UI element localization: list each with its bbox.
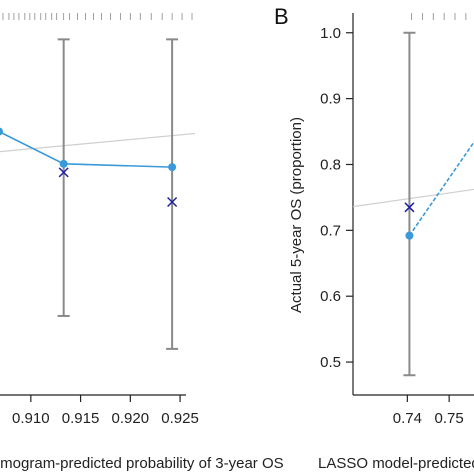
panel-b-y-tick-label: 1.0 (320, 25, 341, 42)
panel-a-reference-line (0, 132, 196, 153)
panel-b: B Actual 5-year OS (proportion) LASSO mo… (274, 4, 474, 472)
panel-a-x-marker-stroke (167, 196, 178, 208)
panel-b-observed-line (408, 140, 474, 237)
panel-b-y-tick-label: 0.6 (320, 288, 341, 305)
panel-a-x-tick-label: 0.925 (161, 410, 199, 427)
panel-a-x-axis-title: Nomogram-predicted probability of 3-year… (0, 455, 284, 472)
panel-b-y-tick-label: 0.5 (320, 354, 341, 371)
panel-a-observed-point (59, 159, 68, 168)
panel-b-x-marker-stroke (404, 202, 415, 213)
panel-b-letter: B (274, 4, 289, 29)
panel-b-x-axis-title: LASSO model-predicted probability of 5-y… (318, 455, 474, 472)
panel-a-bias-corrected-point (58, 167, 69, 178)
panel-b-observed-point (405, 231, 414, 240)
panel-b-y-tick-label: 0.9 (320, 91, 341, 108)
panel-a-observed-point (0, 127, 3, 136)
panel-a-bias-corrected-point (167, 196, 178, 208)
panel-b-y-axis-title: Actual 5-year OS (proportion) (288, 117, 305, 313)
panel-b-y-tick-label: 0.7 (320, 222, 341, 239)
panel-a-x-marker-stroke (58, 167, 69, 178)
panel-a-x-tick-label: 0.915 (62, 410, 100, 427)
panel-a-x-tick-label: 0.910 (12, 410, 50, 427)
panel-a: Nomogram-predicted probability of 3-year… (0, 13, 284, 472)
panel-a-observed-point (168, 163, 177, 172)
panel-b-x-tick-label: 0.74 (393, 410, 422, 427)
panel-b-x-tick-label: 0.75 (435, 410, 464, 427)
panel-b-y-tick-label: 0.8 (320, 156, 341, 173)
panel-b-bias-corrected-point (404, 202, 415, 213)
panel-a-x-tick-label: 0.920 (112, 410, 150, 427)
